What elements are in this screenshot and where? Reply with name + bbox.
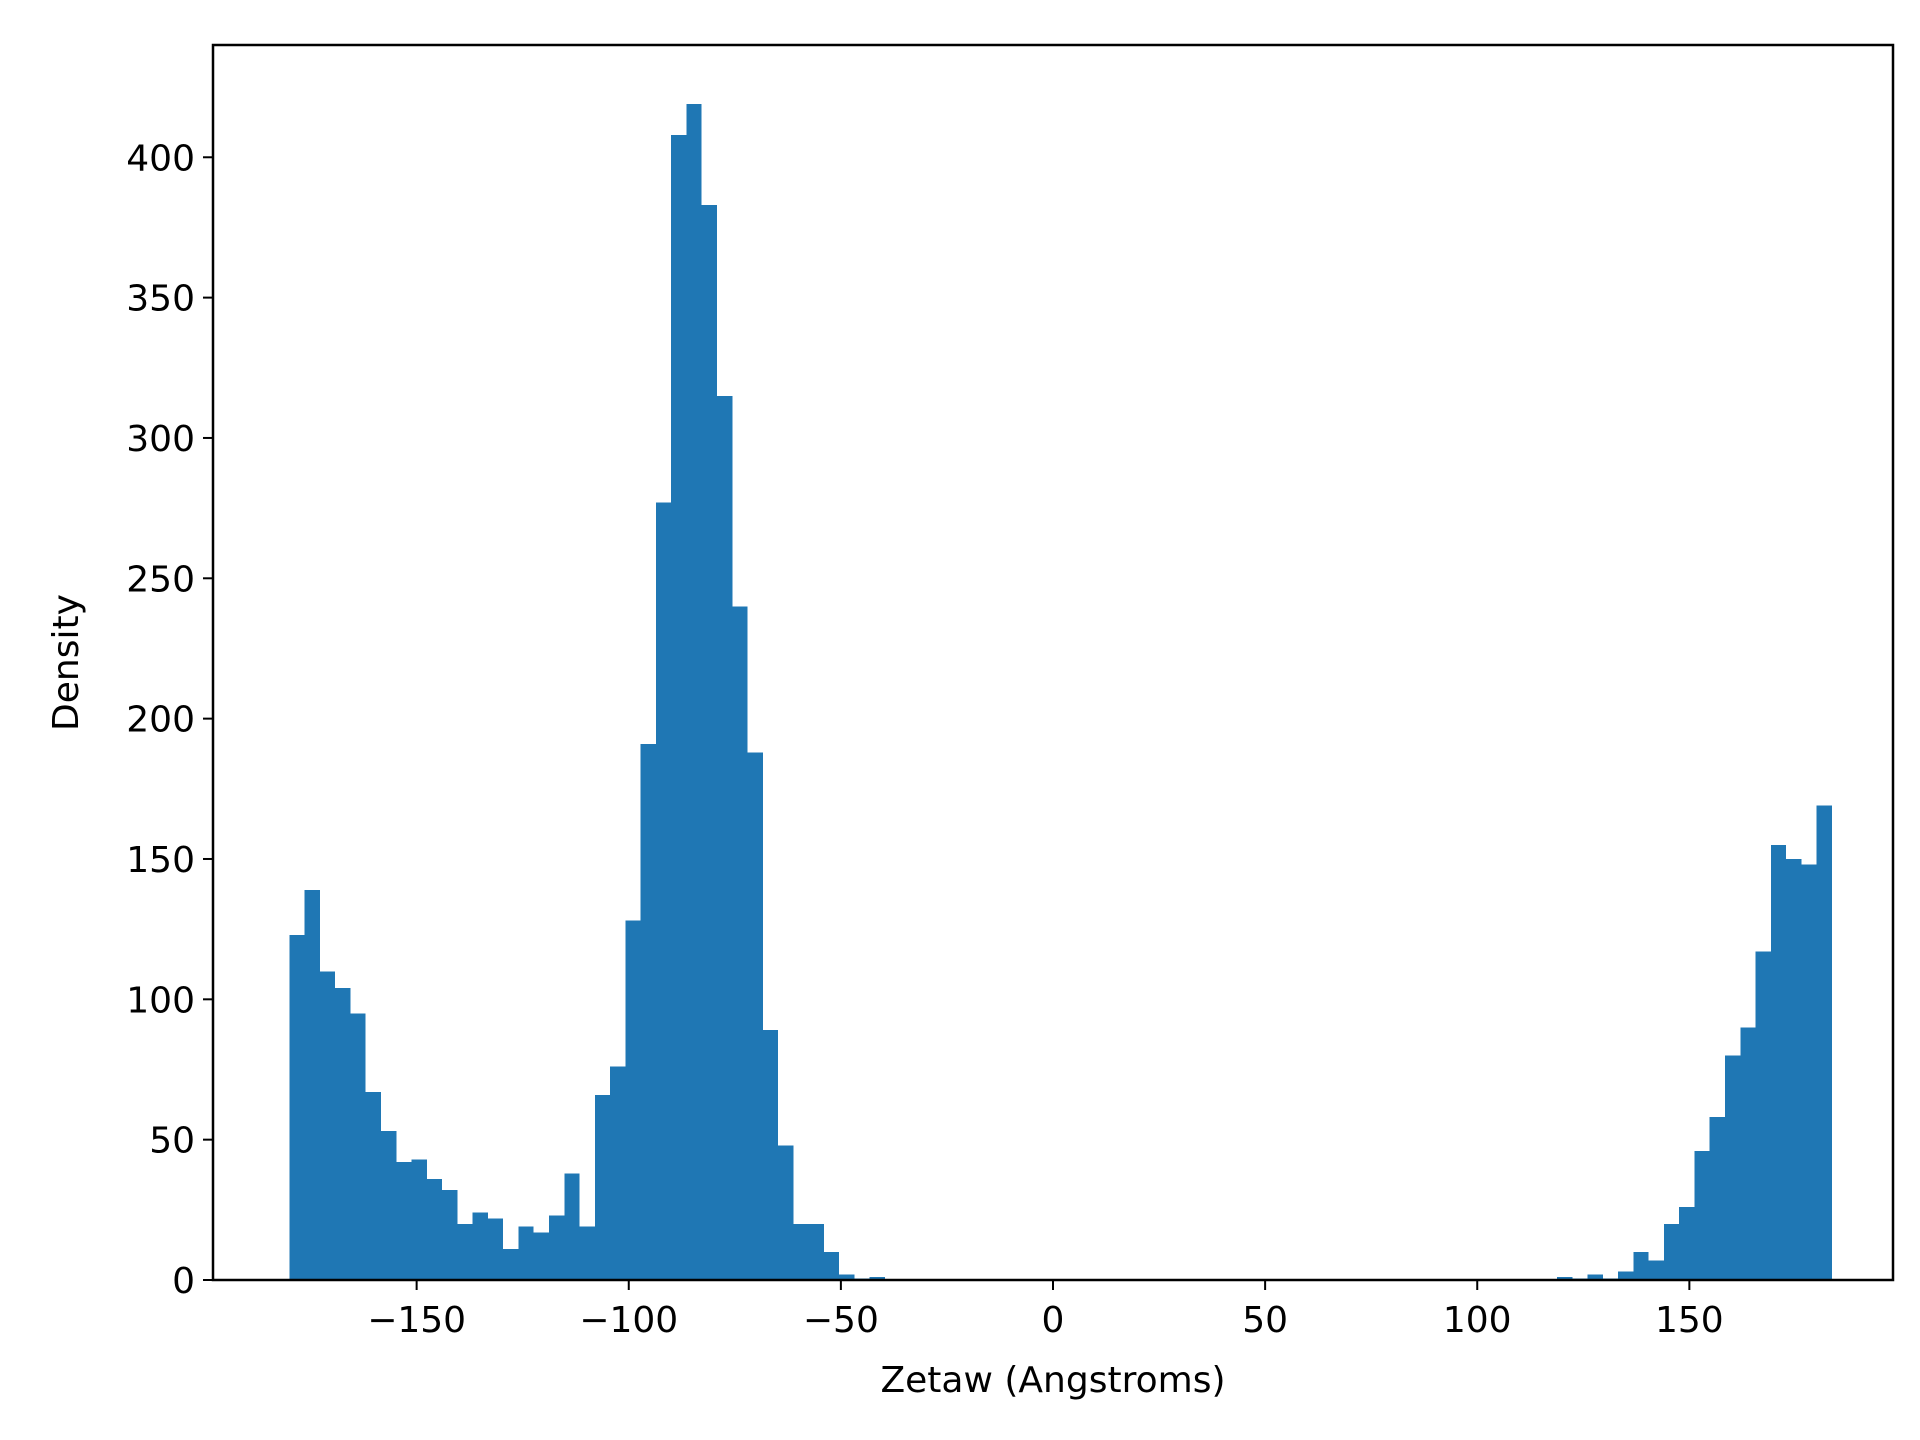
histogram-bar <box>579 1226 595 1280</box>
y-tick-label: 350 <box>126 279 195 320</box>
histogram-bar <box>304 889 320 1280</box>
x-tick-label: 100 <box>1443 1300 1512 1341</box>
histogram-bar <box>472 1212 488 1280</box>
histogram-bar <box>1740 1027 1756 1280</box>
histogram-bar <box>426 1178 443 1280</box>
histogram-bar <box>350 1013 366 1280</box>
histogram-bar <box>335 988 351 1280</box>
histogram-bar <box>457 1223 473 1280</box>
histogram-bar <box>808 1223 824 1280</box>
histogram-bar <box>1725 1055 1741 1280</box>
histogram-bar <box>1816 805 1832 1280</box>
histogram-bar <box>549 1215 565 1280</box>
histogram-bar <box>411 1159 427 1280</box>
x-tick-label: 0 <box>1042 1300 1065 1341</box>
histogram-bar <box>1648 1260 1664 1280</box>
histogram-bar <box>701 204 717 1280</box>
histogram-bar <box>1786 858 1802 1280</box>
histogram-bar <box>655 502 672 1280</box>
histogram-bar <box>1633 1251 1649 1280</box>
y-tick-label: 50 <box>149 1121 195 1162</box>
histogram-bar <box>1618 1271 1634 1280</box>
histogram-bar <box>594 1094 611 1280</box>
histogram-bar <box>1801 864 1817 1280</box>
histogram-bars <box>289 103 1832 1281</box>
histogram-bar <box>610 1066 626 1280</box>
y-axis-ticks: 0 50 100 150 200 250 300 350 400 <box>126 138 213 1302</box>
y-tick-label: 250 <box>126 559 195 600</box>
histogram-bar <box>1587 1274 1603 1280</box>
histogram-bar <box>793 1223 809 1280</box>
histogram-bar <box>625 920 641 1280</box>
histogram-bar <box>381 1131 397 1280</box>
x-tick-label: −150 <box>367 1300 466 1341</box>
histogram-bar <box>1557 1277 1573 1280</box>
y-tick-label: 150 <box>126 840 195 881</box>
histogram-bar <box>1694 1150 1710 1280</box>
histogram-bar <box>1663 1223 1680 1280</box>
histogram-bar <box>640 743 656 1280</box>
histogram-bar <box>1755 951 1771 1280</box>
histogram-bar <box>823 1251 840 1280</box>
histogram-bar <box>564 1173 580 1280</box>
histogram-bar <box>396 1162 412 1280</box>
x-axis-ticks: −150 −100 −50 0 50 100 150 <box>367 1280 1724 1341</box>
histogram-bar <box>365 1091 381 1280</box>
histogram-bar <box>762 1030 779 1280</box>
x-tick-label: −50 <box>803 1300 879 1341</box>
histogram-bar <box>533 1232 549 1280</box>
histogram-bar <box>442 1190 458 1280</box>
histogram-bar <box>487 1218 504 1280</box>
histogram-bar <box>1709 1117 1725 1280</box>
x-tick-label: −100 <box>579 1300 678 1341</box>
y-tick-label: 0 <box>172 1261 195 1302</box>
y-tick-label: 400 <box>126 138 195 179</box>
histogram-bar <box>747 752 763 1280</box>
histogram-bar <box>671 134 687 1281</box>
x-tick-label: 50 <box>1242 1300 1288 1341</box>
histogram-bar <box>732 606 748 1280</box>
y-tick-label: 100 <box>126 980 195 1021</box>
histogram-bar <box>518 1226 534 1280</box>
histogram-bar <box>1770 844 1787 1280</box>
histogram-bar <box>503 1249 519 1280</box>
x-axis-label: Zetaw (Angstroms) <box>881 1360 1226 1401</box>
histogram-bar <box>319 971 336 1280</box>
plot-area-frame <box>211 43 1895 1282</box>
y-axis-label: Density <box>46 594 87 731</box>
histogram-bar <box>686 103 702 1280</box>
histogram-bar <box>717 395 733 1280</box>
y-tick-label: 200 <box>126 700 195 741</box>
histogram-bar <box>1679 1207 1695 1280</box>
histogram-bar <box>778 1145 794 1280</box>
histogram-bar <box>839 1274 855 1280</box>
y-tick-label: 300 <box>126 419 195 460</box>
histogram-bar <box>869 1277 885 1280</box>
x-tick-label: 150 <box>1655 1300 1724 1341</box>
histogram-bar <box>289 934 305 1280</box>
